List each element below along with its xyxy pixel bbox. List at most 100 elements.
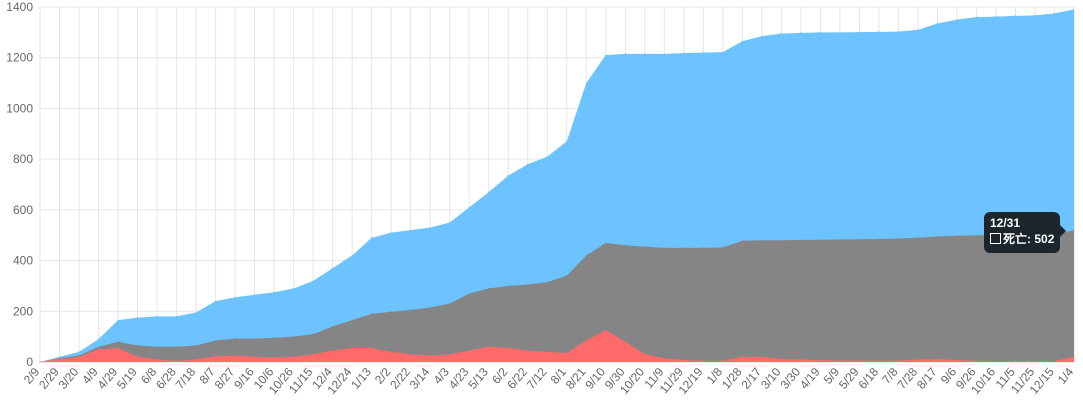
x-tick-label: 5/13: [465, 365, 491, 392]
y-tick-label: 0: [26, 355, 33, 369]
series-2-point: [273, 356, 275, 359]
series-0-point: [780, 33, 782, 35]
series-0-point: [468, 206, 470, 208]
series-1-point: [546, 281, 548, 283]
x-tick-label: 3/30: [777, 365, 803, 392]
series-1-point: [214, 339, 217, 342]
series-2-point: [78, 356, 80, 358]
series-0-point: [429, 227, 431, 229]
x-tick-label: 6/18: [855, 365, 881, 392]
series-1-point: [956, 235, 958, 237]
series-1-point: [702, 247, 704, 249]
y-tick-label: 400: [13, 254, 33, 268]
series-1-point: [527, 284, 529, 286]
series-1-point: [878, 238, 880, 240]
series-1-point: [429, 306, 431, 309]
series-1-point: [780, 239, 782, 241]
series-0-point: [741, 40, 743, 42]
series-0-point: [683, 52, 685, 54]
series-0-point: [644, 53, 646, 55]
y-axis-ticks: 0 200 400 600 800 1000 1200 1400: [6, 0, 33, 369]
series-2-point: [136, 356, 139, 358]
tooltip-caret: [1060, 225, 1066, 237]
x-tick-label: 7/28: [894, 365, 920, 392]
series-1-point: [624, 244, 626, 246]
series-1-point: [605, 242, 607, 244]
y-tick-label: 600: [13, 203, 33, 217]
series-1-point: [663, 247, 665, 249]
series-0-point: [722, 51, 724, 53]
y-tick-label: 200: [13, 304, 33, 318]
x-tick-label: 2/22: [387, 365, 413, 392]
series-0-point: [254, 294, 256, 296]
series-1-point: [507, 285, 509, 287]
series-1-point: [371, 313, 373, 315]
series-1-point: [78, 355, 80, 357]
series-1-point: [293, 336, 295, 338]
series-2-point: [897, 359, 900, 362]
series-0-point: [390, 232, 392, 234]
series-2-point: [546, 351, 548, 353]
x-tick-label: 7/12: [524, 365, 550, 392]
y-tick-label: 1200: [6, 51, 33, 65]
series-2-point: [917, 358, 919, 361]
series-2-point: [936, 358, 939, 360]
series-0-point: [702, 52, 704, 54]
series-0-point: [97, 338, 100, 340]
series-2-point: [800, 358, 802, 361]
series-2-point: [1014, 360, 1017, 362]
series-1-point: [97, 346, 100, 348]
series-0-point: [624, 53, 626, 55]
tooltip: 12/31 死亡: 502: [984, 212, 1066, 253]
x-tick-label: 8/27: [212, 365, 238, 392]
series-0-point: [839, 31, 841, 33]
series-0-point: [527, 163, 529, 165]
series-1-point: [839, 238, 841, 241]
series-2-point: [780, 358, 782, 360]
series-0-point: [605, 54, 607, 56]
series-0-point: [1034, 14, 1036, 16]
series-0-point: [312, 280, 314, 282]
series-2-point: [1034, 360, 1036, 362]
series-0-point: [897, 31, 900, 33]
series-1-point: [858, 238, 861, 240]
series-1-point: [234, 338, 236, 340]
series-0-point: [136, 317, 139, 319]
series-2-point: [39, 361, 41, 363]
series-2-point: [975, 360, 978, 362]
series-2-point: [97, 348, 100, 350]
series-0-point: [410, 229, 412, 231]
series-1-point: [390, 311, 392, 313]
series-0-point: [78, 351, 80, 353]
series-2-point: [702, 360, 704, 362]
series-2-point: [234, 355, 236, 357]
x-tick-label: 3/20: [56, 365, 82, 392]
series-1-point: [332, 325, 334, 328]
series-0-point: [449, 221, 451, 224]
x-tick-label: 4/29: [95, 365, 121, 392]
series-2-point: [624, 341, 626, 343]
series-2-point: [527, 349, 529, 352]
series-0-point: [293, 287, 295, 290]
x-tick-label: 3/14: [407, 365, 433, 392]
series-1-point: [917, 237, 919, 239]
y-tick-label: 1000: [6, 101, 33, 115]
series-1-point: [175, 346, 178, 348]
x-tick-label: 6/22: [504, 365, 530, 392]
series-1-point: [117, 341, 119, 343]
series-0-point: [1014, 15, 1017, 17]
series-area-2: [40, 330, 1074, 362]
series-2-point: [644, 353, 646, 355]
x-tick-label: 1/28: [719, 365, 745, 392]
x-tick-label: 9/16: [231, 365, 257, 392]
series-1-point: [136, 344, 139, 347]
x-tick-label: 1/4: [1055, 365, 1077, 387]
series-0-point: [175, 315, 178, 317]
series-1-point: [351, 319, 353, 321]
series-1-point: [819, 239, 821, 241]
x-tick-label: 7/18: [173, 365, 199, 392]
series-0-point: [936, 22, 939, 25]
series-0-point: [507, 175, 509, 177]
series-0-point: [332, 267, 334, 269]
x-axis-ticks: 2/92/293/204/94/295/196/86/287/188/78/27…: [21, 365, 1077, 397]
